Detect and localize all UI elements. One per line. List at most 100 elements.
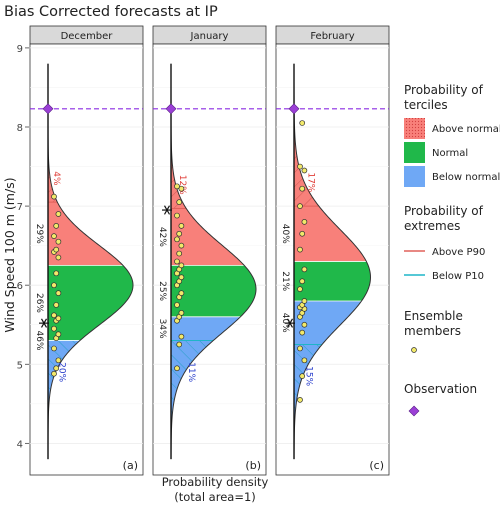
ensemble-member — [53, 365, 60, 372]
tercile-normal-area — [171, 265, 256, 317]
ensemble-member — [299, 278, 306, 285]
extreme-below-hatch — [171, 340, 214, 460]
observation-diamond — [165, 103, 177, 115]
x-axis-label: Probability density — [162, 475, 269, 489]
ensemble-member — [299, 329, 306, 336]
ensemble-member — [51, 282, 57, 289]
panel-strip-label: December — [61, 31, 114, 42]
ensemble-member — [174, 258, 180, 265]
ensemble-member — [299, 120, 306, 126]
tercile-normal-percent: 21% — [280, 271, 290, 291]
ensemble-member — [55, 254, 62, 261]
legend-label-below-p10: Below P10 — [432, 271, 484, 282]
tercile-above-percent: 40% — [280, 224, 290, 244]
ensemble-member — [178, 223, 185, 229]
y-tick-label: 8 — [17, 123, 23, 134]
tercile-above-percent: 29% — [34, 224, 44, 244]
ensemble-member — [178, 290, 185, 296]
ensemble-member — [174, 365, 180, 372]
extreme-above-percent: 17% — [305, 172, 315, 192]
y-tick-label: 6 — [17, 281, 23, 292]
legend-extremes-title: extremes — [404, 219, 460, 233]
ensemble-member — [55, 290, 62, 296]
ensemble-member — [55, 331, 62, 338]
observation-marker — [39, 318, 49, 328]
ensemble-member — [301, 357, 308, 364]
ensemble-member — [176, 199, 183, 205]
tercile-above-percent: 42% — [157, 227, 167, 247]
tercile-above-area — [171, 63, 245, 266]
observation-marker — [285, 318, 295, 328]
x-axis-label-2: (total area=1) — [174, 490, 256, 504]
panel-strip-label: January — [190, 31, 229, 42]
ensemble-member — [55, 315, 62, 322]
legend-label-normal: Normal — [432, 148, 468, 159]
tercile-below-percent: 34% — [157, 319, 167, 339]
ensemble-member — [53, 223, 60, 229]
observation-marker — [162, 205, 172, 215]
extreme-above-hatch — [171, 63, 187, 209]
ensemble-member — [178, 274, 185, 281]
ensemble-member — [174, 236, 180, 243]
legend-swatch-normal — [404, 142, 425, 163]
ensemble-member — [301, 219, 308, 225]
ensemble-member — [174, 183, 180, 190]
extreme-above-percent: 4% — [51, 171, 61, 186]
legend-observation-title: Observation — [404, 382, 477, 396]
observation-stroke — [286, 318, 294, 328]
ensemble-member — [178, 242, 185, 249]
ensemble-member — [51, 345, 57, 352]
ensemble-member — [55, 238, 62, 245]
panel-december: December 29% 26% 46% 4% 20% (a) — [29, 25, 144, 476]
extreme-below-percent: 20% — [57, 362, 67, 382]
tercile-normal-percent: 25% — [157, 281, 167, 301]
panel-january: January 42% 25% 34% 12% 11% (b) — [152, 25, 267, 476]
ensemble-member — [297, 163, 303, 170]
panel-strip-label: February — [310, 31, 354, 42]
legend-terciles-title: Probability of — [404, 83, 484, 97]
legend-label-above-normal: Above normal — [432, 124, 500, 135]
extreme-below-percent: 11% — [186, 362, 196, 382]
extreme-above-hatch — [48, 63, 58, 203]
ensemble-member — [178, 333, 185, 340]
ensemble-member — [301, 321, 308, 328]
tercile-below-percent: 46% — [34, 331, 44, 351]
legend-members-title: members — [404, 324, 461, 338]
ensemble-member — [297, 286, 303, 292]
ensemble-member — [53, 270, 60, 277]
ensemble-member — [51, 233, 57, 239]
observation-diamond — [288, 103, 300, 115]
y-axis-label: Wind Speed 100 m (m/s) — [2, 177, 17, 332]
extreme-below-hatch — [294, 344, 323, 460]
observation-stroke — [163, 205, 171, 215]
legend-label-above-p90: Above P90 — [432, 247, 485, 258]
y-axis: 4 5 6 7 8 9 — [17, 44, 29, 450]
ensemble-member — [299, 230, 306, 237]
ensemble-member — [51, 370, 57, 377]
observation-diamond — [42, 103, 54, 115]
ensemble-member — [51, 325, 57, 332]
extreme-above-percent: 12% — [177, 175, 187, 195]
y-tick-label: 4 — [17, 439, 23, 450]
ensemble-member — [299, 185, 306, 192]
legend-members-title: Ensemble — [404, 309, 463, 323]
legend-swatch-texture — [404, 118, 425, 139]
ensemble-member — [301, 266, 308, 273]
legend-label-below-normal: Below normal — [432, 172, 500, 183]
ensemble-member — [176, 250, 183, 257]
tercile-normal-area — [294, 261, 371, 301]
ensemble-member — [299, 373, 306, 379]
ensemble-member — [297, 203, 303, 209]
panel-tag: (c) — [369, 459, 384, 472]
legend-extremes-title: Probability of — [404, 204, 484, 218]
tercile-above-area — [48, 63, 124, 266]
ensemble-member — [297, 345, 303, 352]
panel-tag: (b) — [245, 459, 261, 472]
y-tick-label: 9 — [17, 44, 23, 55]
ensemble-member — [297, 397, 303, 403]
legend-member-symbol — [411, 347, 417, 353]
legend-swatch-below-normal — [404, 166, 425, 187]
ensemble-member — [297, 246, 303, 253]
